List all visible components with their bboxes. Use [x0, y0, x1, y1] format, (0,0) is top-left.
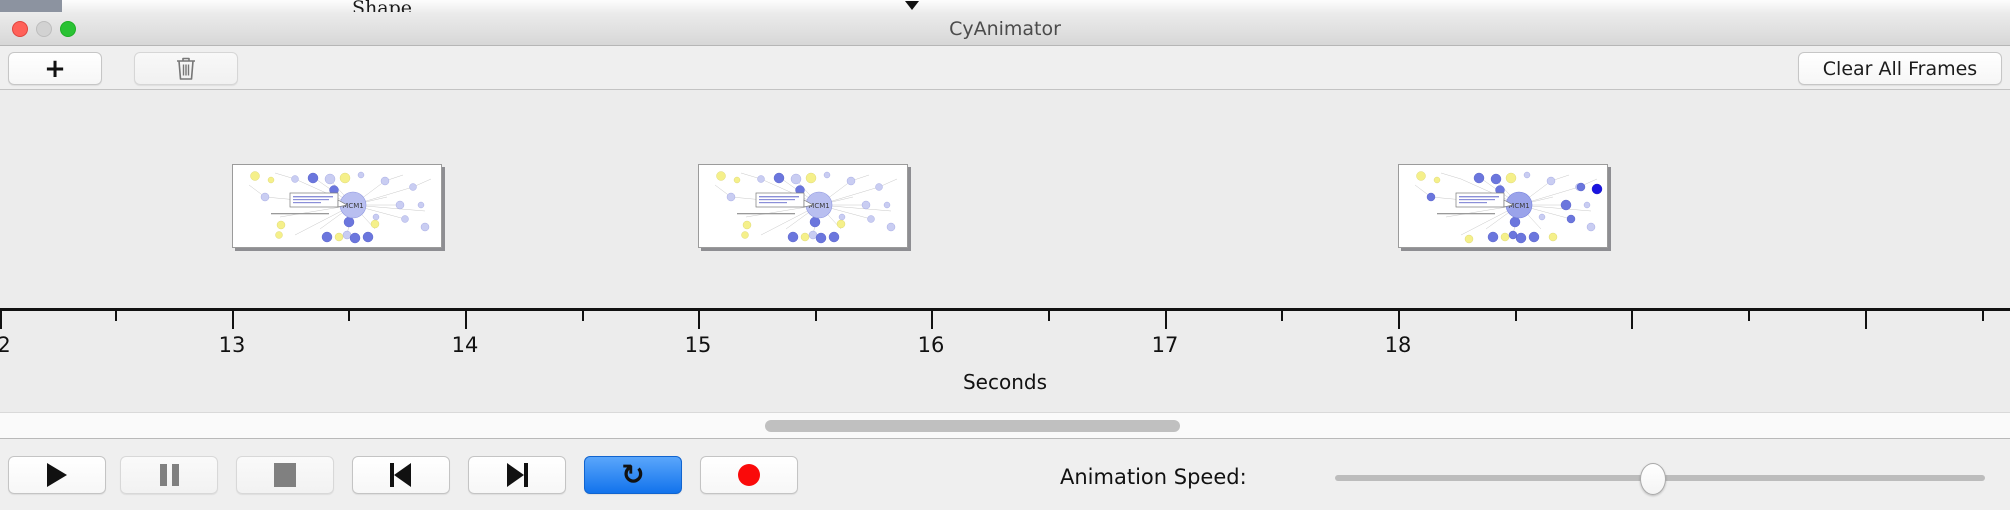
timeline-canvas[interactable]: MCM1 [0, 90, 2010, 412]
delete-frame-button[interactable] [134, 52, 238, 85]
slider-thumb[interactable] [1640, 463, 1666, 495]
skip-previous-icon [390, 463, 412, 487]
svg-text:MCM1: MCM1 [808, 202, 829, 210]
bg-window-cell [245, 0, 314, 12]
axis-tick-major [931, 311, 933, 329]
axis-tick-minor [815, 311, 817, 321]
bg-window-label: Shape [352, 0, 412, 12]
frame-thumbnail: MCM1 [1401, 167, 1605, 245]
record-button[interactable] [700, 456, 798, 494]
stop-button[interactable] [236, 456, 334, 494]
axis-tick-major [698, 311, 700, 329]
bg-window-cell [62, 0, 186, 12]
plus-icon: + [44, 53, 66, 84]
axis-tick-label: 2 [0, 333, 11, 357]
window-titlebar: CyAnimator [0, 12, 2010, 46]
zoom-button[interactable] [60, 21, 76, 37]
axis-tick-minor [1515, 311, 1517, 321]
record-icon [738, 464, 760, 486]
skip-forward-button[interactable] [468, 456, 566, 494]
close-button[interactable] [12, 21, 28, 37]
axis-tick-major [1398, 311, 1400, 329]
axis-tick-minor [1748, 311, 1750, 321]
axis-tick-minor [1048, 311, 1050, 321]
axis-tick-label: 16 [917, 333, 945, 357]
trash-icon [177, 57, 195, 80]
bg-window-tab [0, 0, 63, 12]
axis-tick-minor [1982, 311, 1984, 321]
playback-toolbar: ↻ Animation Speed: [0, 438, 2010, 510]
animation-speed-slider[interactable] [1335, 463, 1985, 495]
play-button[interactable] [8, 456, 106, 494]
axis-tick-label: 13 [218, 333, 246, 357]
play-icon [47, 463, 67, 487]
axis-tick-major [0, 311, 2, 329]
axis-tick-label: 18 [1384, 333, 1412, 357]
minimize-button[interactable] [36, 21, 52, 37]
axis-tick-label: 17 [1151, 333, 1179, 357]
svg-text:MCM1: MCM1 [1508, 202, 1529, 210]
skip-back-button[interactable] [352, 456, 450, 494]
timeline-frame[interactable]: MCM1 [1398, 164, 1608, 248]
axis-title: Seconds [962, 370, 1048, 394]
timeline-frame[interactable]: MCM1 [698, 164, 908, 248]
frame-thumbnail: MCM1 [701, 167, 905, 245]
window-controls [12, 21, 76, 37]
axis-tick-minor [115, 311, 117, 321]
axis-tick-label: 15 [684, 333, 712, 357]
background-window-strip: Shape [0, 0, 2010, 12]
bg-window-caret-icon [905, 1, 919, 10]
frame-thumbnail: MCM1 [235, 167, 439, 245]
pause-icon [159, 464, 179, 486]
svg-text:MCM1: MCM1 [342, 202, 363, 210]
add-frame-button[interactable]: + [8, 52, 102, 85]
axis-tick-minor [1281, 311, 1283, 321]
timeline-frame[interactable]: MCM1 [232, 164, 442, 248]
pause-button[interactable] [120, 456, 218, 494]
timeline-scrollbar[interactable] [0, 412, 2010, 438]
axis-tick-major [1865, 311, 1867, 329]
bg-window-cell [185, 0, 246, 12]
axis-tick-major [232, 311, 234, 329]
loop-button[interactable]: ↻ [584, 456, 682, 494]
timeline-axis [0, 308, 2010, 311]
bg-window-cell [313, 0, 352, 12]
axis-tick-major [1165, 311, 1167, 329]
stop-icon [274, 463, 296, 487]
loop-icon: ↻ [621, 458, 645, 491]
axis-tick-label: 14 [451, 333, 479, 357]
axis-tick-minor [582, 311, 584, 321]
axis-tick-minor [348, 311, 350, 321]
scrollbar-thumb[interactable] [765, 420, 1180, 432]
animation-speed-label: Animation Speed: [1060, 465, 1247, 489]
frame-toolbar: + Clear All Frames [0, 46, 2010, 90]
axis-tick-major [465, 311, 467, 329]
axis-tick-major [1631, 311, 1633, 329]
clear-all-frames-label: Clear All Frames [1822, 57, 1978, 80]
skip-next-icon [506, 463, 528, 487]
bg-window-cell [999, 0, 2010, 12]
clear-all-frames-button[interactable]: Clear All Frames [1798, 52, 2002, 85]
bg-window-cell [351, 0, 1000, 12]
window-title: CyAnimator [949, 18, 1061, 40]
